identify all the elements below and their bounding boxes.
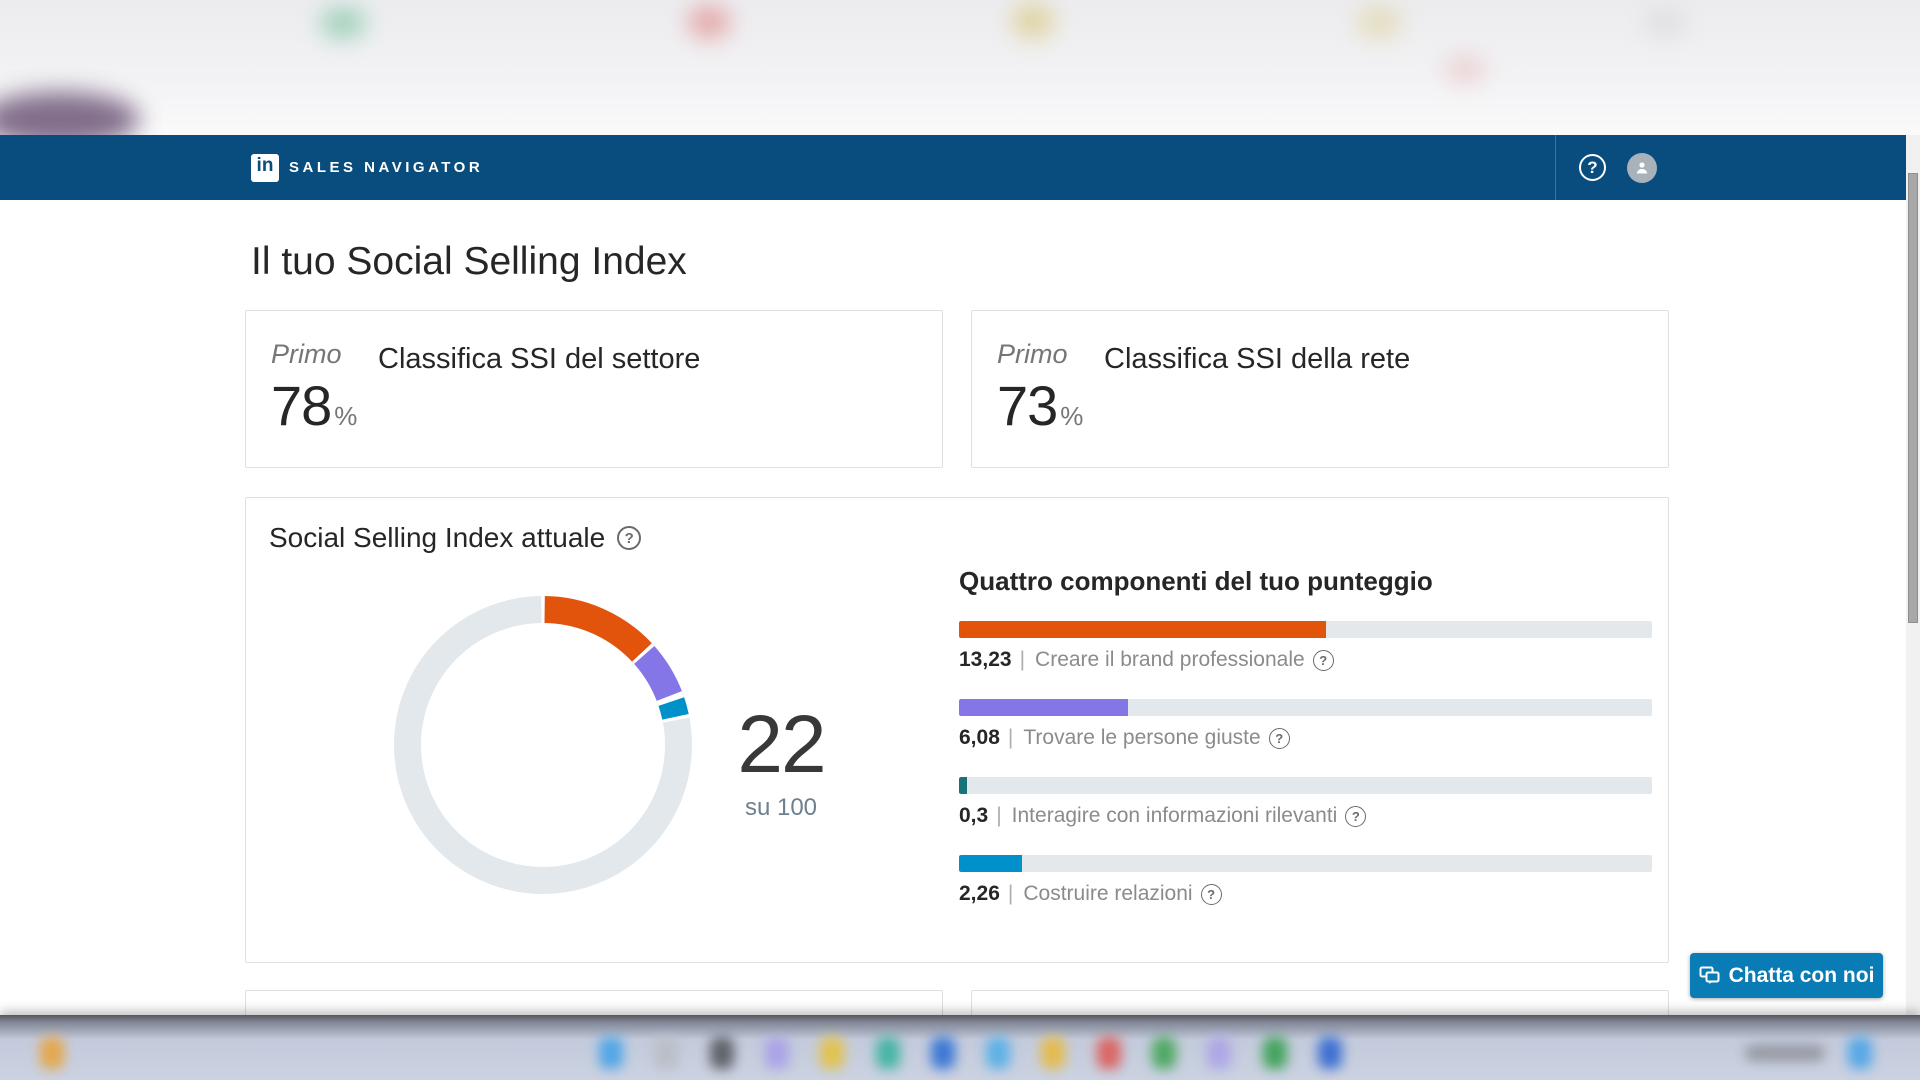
component-bar-fill bbox=[959, 621, 1326, 638]
ssi-score-value: 22 bbox=[737, 699, 826, 790]
component-value: 2,26 bbox=[959, 882, 1000, 905]
person-icon bbox=[1636, 162, 1648, 174]
component-bar-fill bbox=[959, 777, 968, 794]
rank-unit: % bbox=[334, 401, 358, 431]
component-bar-fill bbox=[959, 699, 1128, 716]
separator: | bbox=[1019, 648, 1026, 671]
rank-label: Primo bbox=[271, 339, 342, 369]
app-header: in SALES NAVIGATOR ? bbox=[0, 135, 1906, 200]
rank-value: 78 bbox=[271, 374, 332, 437]
component-row: 0,3 | Interagire con informazioni rileva… bbox=[959, 777, 1652, 828]
component-row: 6,08 | Trovare le persone giuste ? bbox=[959, 699, 1652, 750]
header-divider bbox=[1555, 135, 1556, 200]
component-bar-track bbox=[959, 621, 1652, 638]
network-ssi-rank-card: Primo 73% Classifica SSI della rete bbox=[971, 310, 1669, 468]
rank-card-title: Classifica SSI della rete bbox=[1104, 343, 1411, 375]
rank-value: 73 bbox=[997, 374, 1058, 437]
main-content: Il tuo Social Selling Index Primo 78% Cl… bbox=[0, 200, 1906, 1050]
component-bar-track bbox=[959, 855, 1652, 872]
industry-ssi-rank-card: Primo 78% Classifica SSI del settore bbox=[245, 310, 943, 468]
component-row: 13,23 | Creare il brand professionale ? bbox=[959, 621, 1652, 672]
component-bar-track bbox=[959, 777, 1652, 794]
components-heading: Quattro componenti del tuo punteggio bbox=[959, 566, 1433, 596]
chat-with-us-button[interactable]: Chatta con noi bbox=[1690, 953, 1883, 998]
linkedin-logo-icon[interactable]: in bbox=[251, 153, 279, 182]
page-title: Il tuo Social Selling Index bbox=[251, 240, 687, 283]
score-components: Quattro componenti del tuo punteggio 13,… bbox=[959, 566, 1652, 933]
ssi-score: 22 su 100 bbox=[701, 704, 861, 822]
chat-icon bbox=[1699, 966, 1720, 984]
ssi-card-title: Social Selling Index attuale bbox=[269, 522, 606, 553]
rank-card-title: Classifica SSI del settore bbox=[378, 343, 701, 375]
avatar[interactable] bbox=[1627, 153, 1657, 183]
help-icon[interactable]: ? bbox=[1200, 883, 1222, 905]
component-bar-track bbox=[959, 699, 1652, 716]
help-icon[interactable]: ? bbox=[1268, 727, 1290, 749]
chat-button-label: Chatta con noi bbox=[1728, 963, 1875, 987]
component-value: 0,3 bbox=[959, 804, 989, 827]
component-value: 6,08 bbox=[959, 726, 1000, 749]
browser-chrome-blurred bbox=[0, 0, 1920, 135]
brand: in SALES NAVIGATOR bbox=[251, 135, 483, 200]
ssi-donut-chart bbox=[394, 596, 692, 894]
scrollbar-thumb[interactable] bbox=[1908, 173, 1918, 623]
component-value: 13,23 bbox=[959, 648, 1012, 671]
help-icon[interactable]: ? bbox=[617, 526, 642, 550]
rank-unit: % bbox=[1060, 401, 1084, 431]
component-bar-fill bbox=[959, 855, 1022, 872]
separator: | bbox=[996, 804, 1002, 827]
component-label: Trovare le persone giuste bbox=[1023, 726, 1261, 749]
taskbar-blurred bbox=[0, 1015, 1920, 1080]
help-icon[interactable]: ? bbox=[1312, 649, 1334, 671]
separator: | bbox=[1007, 882, 1014, 905]
ssi-score-denominator: su 100 bbox=[744, 794, 818, 821]
component-label: Interagire con informazioni rilevanti bbox=[1011, 804, 1338, 827]
component-label: Costruire relazioni bbox=[1023, 882, 1193, 905]
component-label: Creare il brand professionale bbox=[1035, 648, 1305, 671]
help-icon[interactable]: ? bbox=[1579, 154, 1606, 181]
brand-text: SALES NAVIGATOR bbox=[289, 159, 484, 176]
help-icon[interactable]: ? bbox=[1345, 805, 1367, 827]
rank-label: Primo bbox=[997, 339, 1068, 369]
separator: | bbox=[1007, 726, 1014, 749]
scrollbar[interactable] bbox=[1906, 135, 1920, 1015]
component-row: 2,26 | Costruire relazioni ? bbox=[959, 855, 1652, 906]
current-ssi-card: Social Selling Index attuale ? 22 su 100… bbox=[245, 497, 1669, 963]
